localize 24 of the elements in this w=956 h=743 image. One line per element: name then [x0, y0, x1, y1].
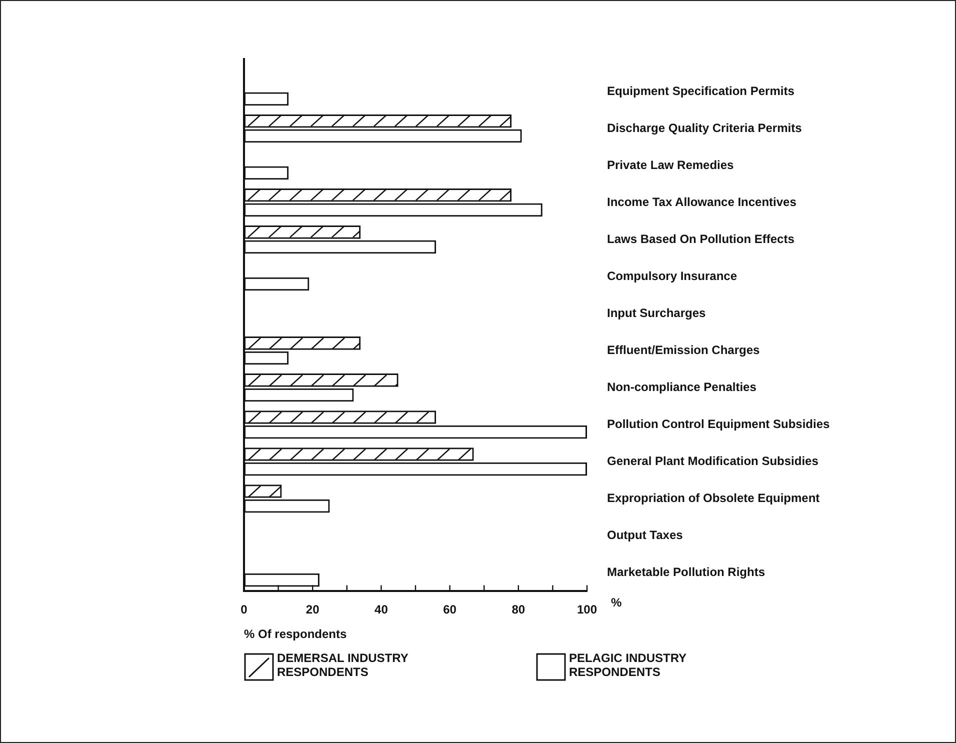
legend-label: DEMERSAL INDUSTRY RESPONDENTS [277, 651, 410, 679]
x-tick-label: 60 [443, 602, 457, 617]
legend-label: PELAGIC INDUSTRY RESPONDENTS [569, 651, 688, 679]
y-tick-label: Expropriation of Obsolete Equipment [607, 490, 820, 505]
x-tick-label: 20 [306, 602, 320, 617]
x-tick-label: 100 [576, 602, 598, 617]
y-tick-label: Pollution Control Equipment Subsidies [607, 416, 830, 431]
x-axis-title: % Of respondents [244, 627, 348, 642]
y-tick-label: Input Surcharges [607, 306, 706, 320]
y-tick-label: Laws Based On Pollution Effects [607, 232, 795, 246]
y-tick-label: Private Law Remedies [607, 158, 734, 172]
y-tick-label: Non-compliance Penalties [607, 380, 757, 394]
x-tick-label: 80 [512, 602, 526, 617]
y-tick-label: Marketable Pollution Rights [607, 565, 766, 580]
y-tick-label: General Plant Modification Subsidies [607, 454, 819, 468]
y-tick-label: Discharge Quality Criteria Permits [607, 120, 802, 135]
y-tick-label: Output Taxes [607, 528, 684, 542]
x-tick-label: 0 [240, 602, 248, 617]
y-tick-label: Compulsory Insurance [607, 268, 738, 283]
y-tick-label: Equipment Specification Permits [607, 84, 795, 98]
x-tick-label: 40 [374, 602, 388, 617]
y-tick-label: Income Tax Allowance Incentives [607, 194, 797, 209]
text: % [611, 596, 622, 610]
y-tick-label: Effluent/Emission Charges [607, 342, 760, 357]
